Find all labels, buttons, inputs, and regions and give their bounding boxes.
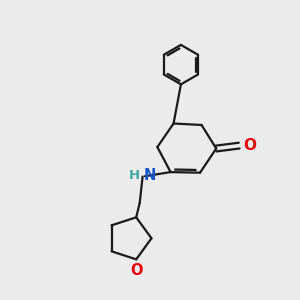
Text: O: O bbox=[130, 263, 143, 278]
Text: N: N bbox=[144, 168, 156, 183]
Text: H: H bbox=[129, 169, 140, 182]
Text: O: O bbox=[243, 138, 256, 153]
